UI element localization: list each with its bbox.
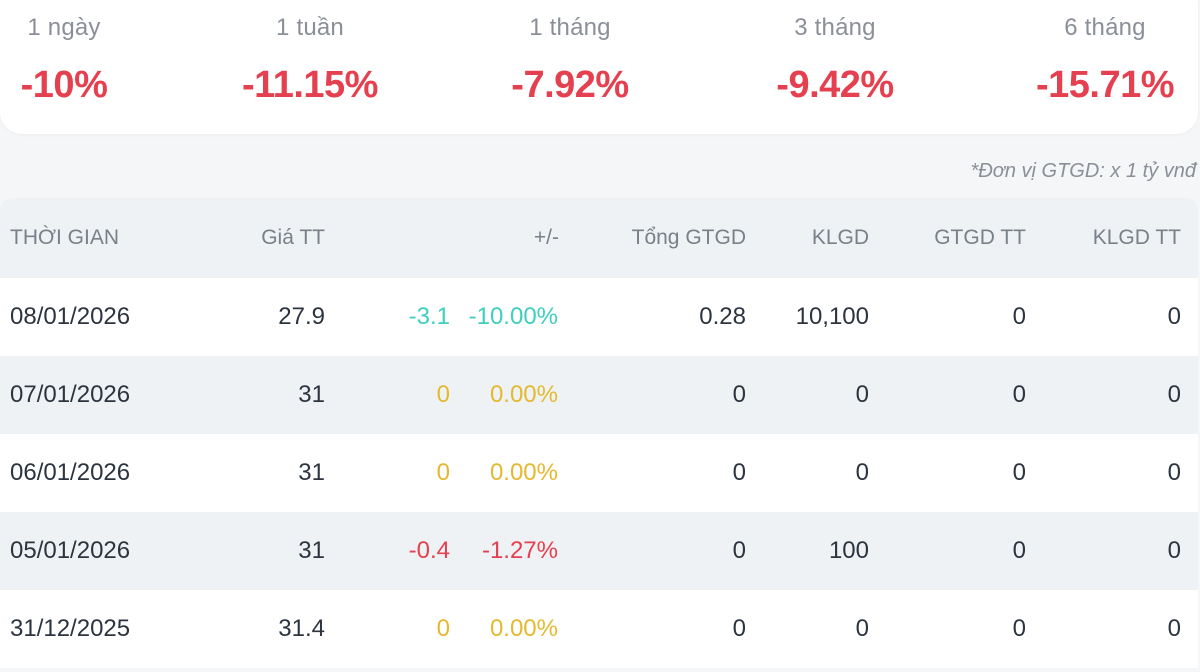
header-negotiated-volume[interactable]: KLGD TT <box>1092 226 1181 249</box>
price-history-table: THỜI GIAN Giá TT +/- Tổng GTGD KLGD GTGD… <box>0 198 1198 668</box>
cell-change-percent: -1.27% <box>481 537 558 564</box>
cell-total-value: 0 <box>732 615 746 642</box>
period-1-day: 1 ngày -10% <box>0 0 128 134</box>
period-label: 1 ngày <box>27 14 101 41</box>
cell-change-percent: -10.00% <box>468 303 558 330</box>
cell-negotiated-value: 0 <box>1012 303 1026 330</box>
cell-negotiated-volume: 0 <box>1167 381 1181 408</box>
cell-volume: 0 <box>855 459 869 486</box>
cell-price: 31 <box>298 537 325 564</box>
unit-note: *Đơn vị GTGD: x 1 tỷ vnđ <box>970 160 1196 182</box>
cell-price: 31.4 <box>278 615 325 642</box>
cell-price: 31 <box>298 381 325 408</box>
cell-change: 0 <box>436 459 450 486</box>
header-volume[interactable]: KLGD <box>811 226 869 249</box>
header-date[interactable]: THỜI GIAN <box>10 226 120 249</box>
period-change-value: -7.92% <box>511 64 629 106</box>
table-header: THỜI GIAN Giá TT +/- Tổng GTGD KLGD GTGD… <box>0 198 1198 278</box>
period-3-months: 3 tháng -9.42% <box>750 0 920 134</box>
cell-change: 0 <box>436 615 450 642</box>
table-row[interactable]: 07/01/2026 31 0 0.00% 0 0 0 0 <box>0 356 1198 434</box>
cell-total-value: 0.28 <box>699 303 746 330</box>
cell-change-percent: 0.00% <box>489 459 558 486</box>
cell-volume: 0 <box>855 615 869 642</box>
cell-change-percent: 0.00% <box>489 381 558 408</box>
period-1-month: 1 tháng -7.92% <box>490 0 650 134</box>
cell-negotiated-volume: 0 <box>1167 459 1181 486</box>
cell-negotiated-value: 0 <box>1012 381 1026 408</box>
period-label: 3 tháng <box>794 14 876 41</box>
cell-volume: 10,100 <box>795 303 869 330</box>
cell-change: -0.4 <box>408 537 450 564</box>
cell-total-value: 0 <box>732 459 746 486</box>
period-change-value: -11.15% <box>242 64 378 106</box>
period-1-week: 1 tuần -11.15% <box>230 0 390 134</box>
cell-date: 07/01/2026 <box>10 381 131 408</box>
cell-negotiated-volume: 0 <box>1167 537 1181 564</box>
period-label: 1 tuần <box>276 14 344 41</box>
period-change-value: -15.71% <box>1035 64 1175 106</box>
performance-summary-card: 1 ngày -10% 1 tuần -11.15% 1 tháng -7.92… <box>0 0 1198 134</box>
cell-date: 31/12/2025 <box>10 615 131 642</box>
header-change[interactable]: +/- <box>533 226 559 249</box>
cell-negotiated-value: 0 <box>1012 615 1026 642</box>
period-label: 1 tháng <box>529 14 611 41</box>
period-label: 6 tháng <box>1064 14 1146 41</box>
cell-date: 08/01/2026 <box>10 303 131 330</box>
table-row[interactable]: 06/01/2026 31 0 0.00% 0 0 0 0 <box>0 434 1198 512</box>
cell-negotiated-value: 0 <box>1012 537 1026 564</box>
cell-price: 27.9 <box>278 303 325 330</box>
cell-negotiated-value: 0 <box>1012 459 1026 486</box>
period-6-months: 6 tháng -15.71% <box>1020 0 1190 134</box>
header-negotiated-value[interactable]: GTGD TT <box>934 226 1026 249</box>
cell-price: 31 <box>298 459 325 486</box>
cell-volume: 100 <box>828 537 869 564</box>
cell-change: 0 <box>436 381 450 408</box>
cell-volume: 0 <box>855 381 869 408</box>
period-change-value: -9.42% <box>776 64 894 106</box>
cell-negotiated-volume: 0 <box>1167 303 1181 330</box>
period-change-value: -10% <box>20 64 108 106</box>
cell-date: 05/01/2026 <box>10 537 131 564</box>
cell-negotiated-volume: 0 <box>1167 615 1181 642</box>
table-body: 08/01/2026 27.9 -3.1 -10.00% 0.28 10,100 0 0 07/… <box>0 278 1198 668</box>
header-price[interactable]: Giá TT <box>261 226 325 249</box>
cell-total-value: 0 <box>732 381 746 408</box>
table-row[interactable]: 31/12/2025 31.4 0 0.00% 0 0 0 0 <box>0 590 1198 668</box>
header-total-value[interactable]: Tổng GTGD <box>631 226 746 249</box>
table-row[interactable]: 08/01/2026 27.9 -3.1 -10.00% 0.28 10,100 0 0 <box>0 278 1198 356</box>
cell-total-value: 0 <box>732 537 746 564</box>
cell-change-percent: 0.00% <box>489 615 558 642</box>
table-row[interactable]: 05/01/2026 31 -0.4 -1.27% 0 100 0 0 <box>0 512 1198 590</box>
cell-change: -3.1 <box>408 303 450 330</box>
cell-date: 06/01/2026 <box>10 459 131 486</box>
